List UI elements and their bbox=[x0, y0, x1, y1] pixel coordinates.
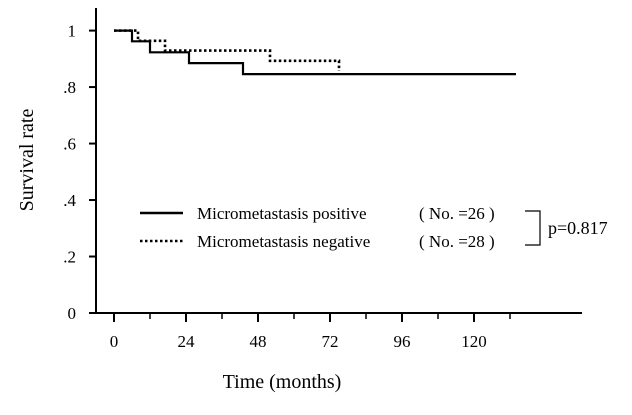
legend: Micrometastasis positive ( No. =26 ) Micro… bbox=[140, 204, 495, 251]
x-tick-label: 72 bbox=[322, 332, 339, 351]
legend-count: ( No. =28 ) bbox=[419, 232, 495, 251]
x-axis-title: Time (months) bbox=[223, 371, 342, 393]
y-axis-title: Survival rate bbox=[16, 109, 38, 212]
y-tick-label: .6 bbox=[63, 135, 76, 154]
y-tick-label: 1 bbox=[68, 22, 77, 41]
y-tick-label: .2 bbox=[63, 248, 76, 267]
axes-layer: 0 .2 .4 .6 .8 1 0 24 48 72 96 120 Time (months) Survi… bbox=[16, 8, 582, 393]
x-tick-label: 0 bbox=[110, 332, 119, 351]
series-layer bbox=[114, 29, 516, 76]
legend-count: ( No. =26 ) bbox=[419, 204, 495, 223]
x-tick-label: 96 bbox=[394, 332, 411, 351]
p-value-label: p=0.817 bbox=[548, 218, 608, 238]
annotation-layer: p=0.817 bbox=[525, 210, 608, 246]
legend-label: Micrometastasis negative bbox=[197, 232, 370, 251]
x-tick-label: 48 bbox=[250, 332, 267, 351]
x-tick-label: 120 bbox=[461, 332, 487, 351]
y-tick-label: .4 bbox=[63, 191, 76, 210]
series-negative-line bbox=[114, 29, 341, 71]
y-tick-label: .8 bbox=[63, 78, 76, 97]
x-tick-label: 24 bbox=[178, 332, 196, 351]
y-tick-label: 0 bbox=[68, 304, 77, 323]
series-positive-line bbox=[114, 29, 516, 76]
p-value-bracket bbox=[525, 210, 541, 246]
legend-label: Micrometastasis positive bbox=[197, 204, 367, 223]
